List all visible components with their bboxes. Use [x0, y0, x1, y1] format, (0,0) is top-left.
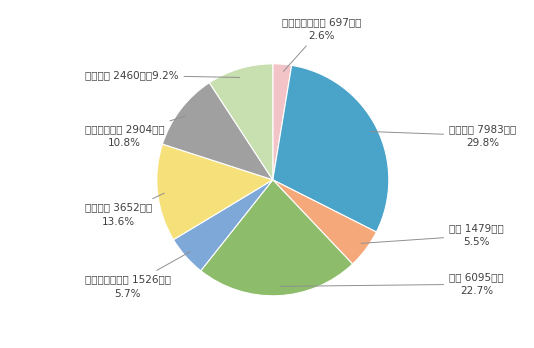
Text: 医疗保健 2460元，9.2%: 医疗保健 2460元，9.2% [85, 70, 240, 80]
Wedge shape [162, 83, 273, 180]
Text: 其他用品及服务 697元，
2.6%: 其他用品及服务 697元， 2.6% [282, 17, 361, 71]
Wedge shape [273, 65, 389, 232]
Text: 教育文化娱乐 2904元，
10.8%: 教育文化娱乐 2904元， 10.8% [85, 116, 185, 148]
Wedge shape [157, 144, 273, 240]
Wedge shape [273, 180, 376, 264]
Wedge shape [209, 64, 273, 180]
Text: 居住 6095元，
22.7%: 居住 6095元， 22.7% [280, 272, 504, 296]
Text: 衣着 1479元，
5.5%: 衣着 1479元， 5.5% [361, 223, 504, 247]
Wedge shape [273, 64, 292, 180]
Wedge shape [201, 180, 352, 296]
Wedge shape [174, 180, 273, 271]
Text: 交通通信 3652元，
13.6%: 交通通信 3652元， 13.6% [85, 193, 164, 227]
Text: 食品烟酒 7983元，
29.8%: 食品烟酒 7983元， 29.8% [371, 124, 516, 148]
Text: 生活用品及服务 1526元，
5.7%: 生活用品及服务 1526元， 5.7% [85, 252, 190, 299]
